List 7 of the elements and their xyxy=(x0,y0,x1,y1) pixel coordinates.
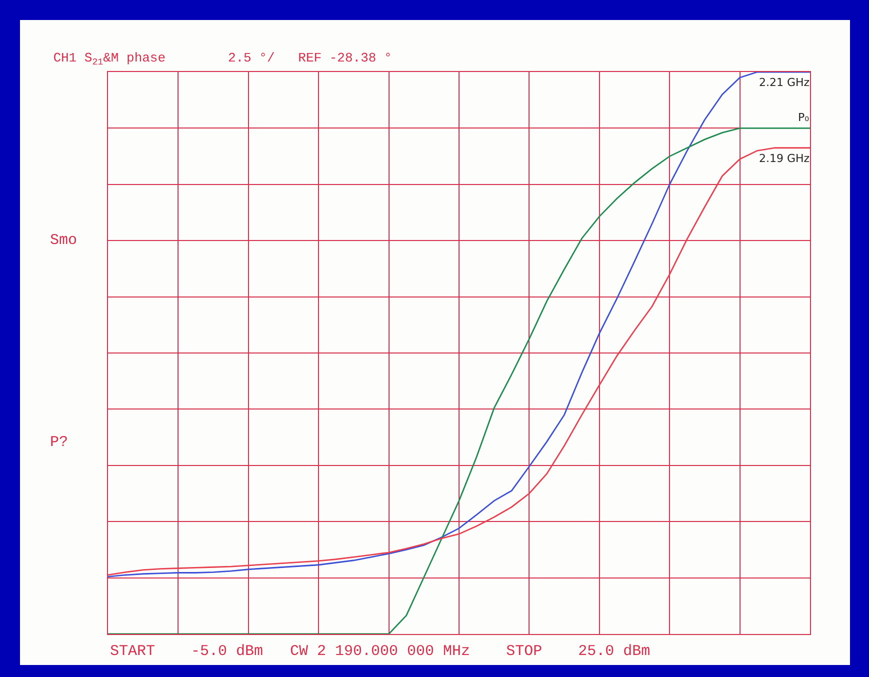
text: Smo xyxy=(50,232,78,249)
series-label: 2.21 GHz xyxy=(759,76,810,89)
series-label: 2.19 GHz xyxy=(759,152,810,165)
series-label: P₀ xyxy=(798,111,810,124)
text: START -5.0 dBm CW 2 190.000 000 MHz STOP 25.0 dBm xyxy=(110,643,650,660)
chart-title: CH1 S$_{21}$&M phase 2.5 °/ REF -28.38 ° xyxy=(53,50,392,68)
text: P? xyxy=(50,434,68,451)
